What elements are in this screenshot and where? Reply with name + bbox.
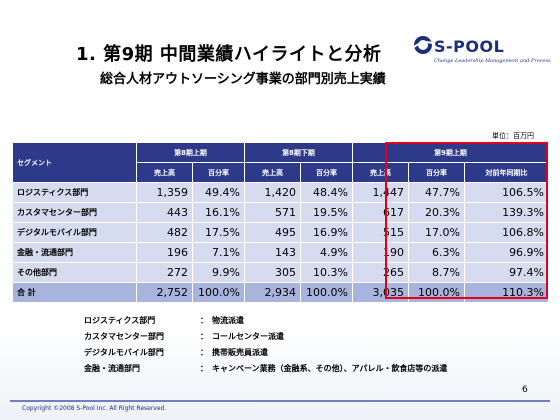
table-cell: 139.3% <box>463 202 550 223</box>
table-row: 金融・流通部門 196 7.1% 143 4.9% 190 6.3% 96.9% <box>12 242 550 263</box>
legend-item: デジタルモバイル部門 ： 携帯販売員派遣 <box>84 344 447 360</box>
legend-key: ロジスティクス部門 <box>84 315 156 325</box>
table-cell: 571 <box>244 202 301 223</box>
column-header: 百分率 <box>408 162 465 183</box>
table-row: その他部門 272 9.9% 305 10.3% 265 8.7% 97.4% <box>12 262 550 283</box>
table-row: ロジスティクス部門 1,359 49.4% 1,420 48.4% 1,447 … <box>12 182 550 203</box>
total-cell: 100.0% <box>192 282 245 303</box>
legend-key: 金融・流通部門 <box>84 363 140 373</box>
slide-subtitle: 総合人材アウトソーシング事業の部門別売上実績 <box>100 72 386 87</box>
table-cell: 7.1% <box>192 242 245 263</box>
slide-title: 1. 第9期 中間業績ハイライトと分析 <box>76 44 382 65</box>
legend-key: デジタルモバイル部門 <box>84 347 164 357</box>
table-cell: 8.7% <box>408 262 465 283</box>
column-header: 売上高 <box>244 162 301 183</box>
period-header: 第9期上期 <box>351 142 550 163</box>
legend-value: 携帯販売員派遣 <box>212 347 268 357</box>
s-pool-logo-icon <box>413 36 433 54</box>
legend-value: キャンペーン業務（金融系、その他）、アパレル・飲食店等の派遣 <box>212 363 448 373</box>
sales-table: セグメント 第8期上期 第8期下期 第9期上期 売上高 百分率 売上高 百分率 … <box>12 142 550 303</box>
copyright-notice: Copyright ©2008 S-Pool Inc. All Right Re… <box>22 405 167 412</box>
column-header: 百分率 <box>300 162 353 183</box>
segment-name: ロジスティクス部門 <box>12 182 137 203</box>
table-cell: 443 <box>136 202 193 223</box>
legend-item: カスタマセンター部門 ： コールセンター派遣 <box>84 328 447 344</box>
legend-separator: ： <box>200 347 208 357</box>
segment-name: 金融・流通部門 <box>12 242 137 263</box>
total-cell: 2,752 <box>136 282 193 303</box>
table-cell: 143 <box>244 242 301 263</box>
segment-name: その他部門 <box>12 262 137 283</box>
page-number: 6 <box>522 385 528 395</box>
table-cell: 97.4% <box>463 262 550 283</box>
legend-separator: ： <box>200 315 208 325</box>
table-cell: 20.3% <box>408 202 465 223</box>
segment-legend: ロジスティクス部門 ： 物流派遣 カスタマセンター部門 ： コールセンター派遣 … <box>84 312 447 376</box>
table-cell: 1,359 <box>136 182 193 203</box>
table-cell: 47.7% <box>408 182 465 203</box>
total-cell: 2,934 <box>244 282 301 303</box>
total-cell: 3,035 <box>352 282 409 303</box>
logo-tagline: Change Leadership Management and Process <box>434 58 551 64</box>
total-row: 合 計 2,752 100.0% 2,934 100.0% 3,035 100.… <box>12 282 550 303</box>
legend-item: 金融・流通部門 ： キャンペーン業務（金融系、その他）、アパレル・飲食店等の派遣 <box>84 360 447 376</box>
table-cell: 196 <box>136 242 193 263</box>
column-header: 対前年同期比 <box>463 162 550 183</box>
legend-value: コールセンター派遣 <box>212 331 284 341</box>
table-cell: 96.9% <box>463 242 550 263</box>
table-cell: 16.1% <box>192 202 245 223</box>
table-cell: 17.0% <box>408 222 465 243</box>
table-cell: 4.9% <box>300 242 353 263</box>
table-cell: 9.9% <box>192 262 245 283</box>
table-cell: 482 <box>136 222 193 243</box>
logo-wordmark: S-POOL <box>434 37 505 56</box>
legend-separator: ： <box>200 331 208 341</box>
segment-name: カスタマセンター部門 <box>12 202 137 223</box>
table-row: カスタマセンター部門 443 16.1% 571 19.5% 617 20.3%… <box>12 202 550 223</box>
footer-rule <box>10 400 550 402</box>
column-header: 売上高 <box>136 162 193 183</box>
total-label: 合 計 <box>12 282 137 303</box>
table-cell: 106.5% <box>463 182 550 203</box>
segment-name: デジタルモバイル部門 <box>12 222 137 243</box>
table-cell: 16.9% <box>300 222 353 243</box>
table-cell: 1,447 <box>352 182 409 203</box>
column-header: 売上高 <box>352 162 409 183</box>
table-cell: 10.3% <box>300 262 353 283</box>
table-cell: 49.4% <box>192 182 245 203</box>
segment-header: セグメント <box>12 142 137 183</box>
table-row: デジタルモバイル部門 482 17.5% 495 16.9% 515 17.0%… <box>12 222 550 243</box>
table-cell: 305 <box>244 262 301 283</box>
total-cell: 100.0% <box>300 282 353 303</box>
table-cell: 48.4% <box>300 182 353 203</box>
total-cell: 110.3% <box>463 282 550 303</box>
legend-separator: ： <box>200 363 208 373</box>
column-header: 百分率 <box>192 162 245 183</box>
legend-item: ロジスティクス部門 ： 物流派遣 <box>84 312 447 328</box>
unit-label: 単位：百万円 <box>492 132 534 140</box>
table-cell: 272 <box>136 262 193 283</box>
table-cell: 6.3% <box>408 242 465 263</box>
title-rule <box>76 62 396 63</box>
table-cell: 106.8% <box>463 222 550 243</box>
table-cell: 1,420 <box>244 182 301 203</box>
legend-value: 物流派遣 <box>212 315 244 325</box>
total-cell: 100.0% <box>408 282 465 303</box>
table-cell: 265 <box>352 262 409 283</box>
table-cell: 495 <box>244 222 301 243</box>
period-header: 第8期上期 <box>136 142 245 163</box>
table-cell: 617 <box>352 202 409 223</box>
period-header: 第8期下期 <box>244 142 353 163</box>
table-cell: 19.5% <box>300 202 353 223</box>
company-logo: S-POOL Change Leadership Management and … <box>412 34 551 76</box>
table-cell: 190 <box>352 242 409 263</box>
table-cell: 17.5% <box>192 222 245 243</box>
legend-key: カスタマセンター部門 <box>84 331 164 341</box>
table-cell: 515 <box>352 222 409 243</box>
